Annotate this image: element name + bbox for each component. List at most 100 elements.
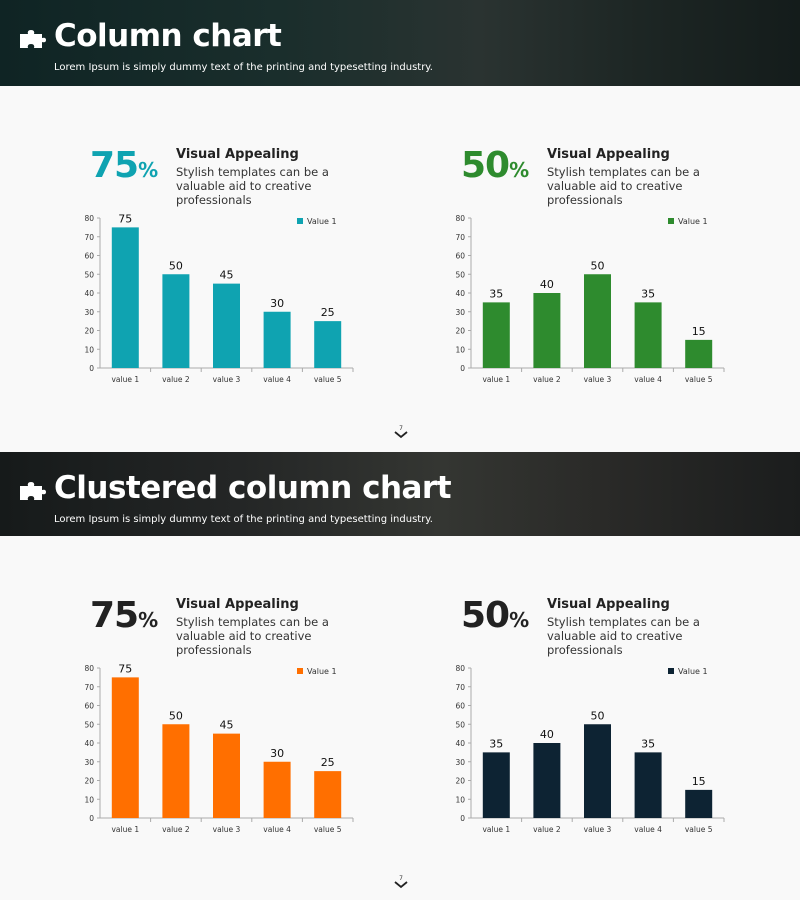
percent-figure: 75% (90, 145, 159, 186)
data-label: 15 (692, 775, 706, 788)
y-tick-label: 60 (455, 702, 465, 711)
data-label: 50 (591, 709, 605, 722)
data-label: 50 (169, 259, 183, 272)
y-tick-label: 40 (455, 739, 465, 748)
chart-panel: 50% Visual Appealing Stylish templates c… (455, 140, 755, 400)
data-label: 35 (641, 737, 655, 750)
x-tick-label: value 1 (482, 375, 510, 384)
x-tick-label: value 3 (584, 825, 612, 834)
panel-heading: Visual Appealing (547, 147, 670, 162)
legend-label: Value 1 (307, 667, 337, 676)
data-label: 45 (220, 719, 234, 732)
bar (533, 743, 561, 818)
bar (685, 339, 713, 368)
slide-banner: Clustered column chart Lorem Ipsum is si… (0, 452, 800, 536)
chart-panel: 75% Visual Appealing Stylish templates c… (84, 140, 384, 400)
slide-subtitle: Lorem Ipsum is simply dummy text of the … (54, 62, 433, 73)
data-label: 35 (489, 287, 503, 300)
chevron-down-icon (394, 431, 408, 439)
page-number: 7 (399, 875, 403, 882)
x-tick-label: value 3 (213, 825, 241, 834)
panel-description: Stylish templates can be a valuable aid … (176, 165, 329, 207)
next-slide-button[interactable]: 7 (392, 875, 410, 893)
data-label: 30 (270, 747, 284, 760)
data-label: 35 (489, 737, 503, 750)
panel-description: Stylish templates can be a valuable aid … (547, 165, 700, 207)
x-tick-label: value 2 (533, 825, 561, 834)
y-tick-label: 10 (84, 795, 94, 804)
x-tick-label: value 4 (634, 375, 662, 384)
y-tick-label: 20 (84, 327, 94, 336)
y-tick-label: 80 (84, 214, 94, 223)
y-tick-label: 60 (84, 702, 94, 711)
x-tick-label: value 5 (314, 825, 342, 834)
data-label: 25 (321, 306, 335, 319)
data-label: 75 (118, 662, 132, 675)
y-tick-label: 80 (455, 664, 465, 673)
data-label: 25 (321, 756, 335, 769)
bar (162, 724, 190, 818)
bar (314, 771, 342, 818)
x-tick-label: value 5 (685, 825, 713, 834)
chevron-down-icon (394, 881, 408, 889)
y-tick-label: 70 (84, 233, 94, 242)
y-tick-label: 10 (455, 795, 465, 804)
y-tick-label: 30 (84, 308, 94, 317)
bar (533, 293, 561, 368)
y-tick-label: 60 (84, 252, 94, 261)
y-tick-label: 20 (84, 777, 94, 786)
panel-description: Stylish templates can be a valuable aid … (176, 615, 329, 657)
data-label: 30 (270, 297, 284, 310)
bar (263, 311, 291, 368)
y-tick-label: 20 (455, 777, 465, 786)
x-tick-label: value 5 (314, 375, 342, 384)
legend-swatch (668, 218, 674, 224)
bar (584, 274, 611, 368)
y-tick-label: 50 (455, 720, 465, 729)
slide-clustered-column-chart: Clustered column chart Lorem Ipsum is si… (0, 450, 800, 900)
next-slide-button[interactable]: 7 (392, 425, 410, 443)
y-tick-label: 30 (84, 758, 94, 767)
bar (685, 789, 713, 818)
bar (634, 752, 662, 818)
y-tick-label: 80 (84, 664, 94, 673)
percent-figure: 50% (461, 145, 530, 186)
chart-panel: 75% Visual Appealing Stylish templates c… (84, 590, 384, 850)
bar (634, 302, 662, 368)
slide-title: Column chart (54, 18, 282, 54)
bar (263, 761, 291, 818)
legend-swatch (668, 668, 674, 674)
y-tick-label: 30 (455, 758, 465, 767)
y-tick-label: 40 (84, 739, 94, 748)
data-label: 50 (169, 709, 183, 722)
y-tick-label: 0 (89, 814, 94, 823)
bar (213, 733, 240, 818)
slide-title: Clustered column chart (54, 470, 452, 506)
panel-heading: Visual Appealing (176, 597, 299, 612)
bar (584, 724, 611, 818)
data-label: 75 (118, 212, 132, 225)
legend-label: Value 1 (307, 217, 337, 226)
column-chart: 0 10 20 30 40 50 60 70 80 35 value 1 40 value 2 50 val… (455, 214, 725, 384)
bar (162, 274, 190, 368)
x-tick-label: value 5 (685, 375, 713, 384)
x-tick-label: value 1 (111, 825, 139, 834)
bar (213, 283, 240, 368)
page-number: 7 (399, 425, 403, 432)
legend-label: Value 1 (678, 217, 708, 226)
x-tick-label: value 3 (213, 375, 241, 384)
y-tick-label: 40 (455, 289, 465, 298)
y-tick-label: 50 (84, 270, 94, 279)
y-tick-label: 20 (455, 327, 465, 336)
y-tick-label: 60 (455, 252, 465, 261)
x-tick-label: value 4 (263, 375, 291, 384)
puzzle-piece-icon (20, 30, 46, 48)
y-tick-label: 50 (84, 720, 94, 729)
x-tick-label: value 1 (111, 375, 139, 384)
column-chart: 0 10 20 30 40 50 60 70 80 35 value 1 40 value 2 50 val… (455, 664, 725, 834)
y-tick-label: 0 (460, 364, 465, 373)
y-tick-label: 70 (455, 683, 465, 692)
data-label: 35 (641, 287, 655, 300)
slide-subtitle: Lorem Ipsum is simply dummy text of the … (54, 514, 433, 525)
puzzle-piece-icon (20, 482, 46, 500)
